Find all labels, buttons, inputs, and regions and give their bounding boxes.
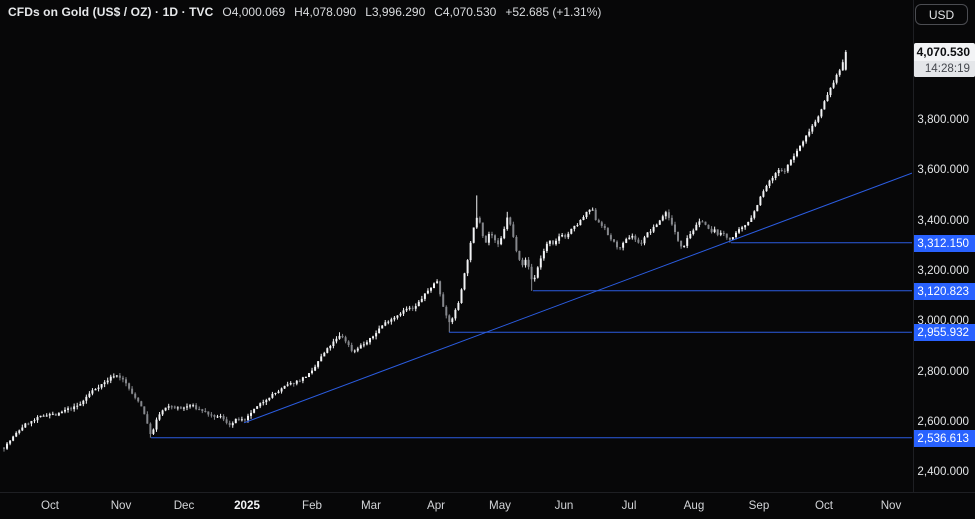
time-axis-label: Oct [40, 499, 60, 512]
time-axis-label: Dec [173, 499, 195, 512]
time-axis-label: Nov [880, 499, 902, 512]
price-level-label: 3,120.823 [914, 283, 975, 300]
time-axis-label: Oct [814, 499, 834, 512]
price-tick-label: 3,600.000 [917, 163, 969, 176]
currency-unit-button[interactable]: USD [915, 4, 968, 25]
last-price-label: 4,070.530 14:28:19 [914, 43, 975, 77]
price-tick-label: 3,800.000 [917, 113, 969, 126]
time-axis-label: Jun [554, 499, 574, 512]
last-price-value: 4,070.530 [916, 45, 970, 59]
time-axis-label: Jul [621, 499, 637, 512]
time-axis-label: Sep [748, 499, 770, 512]
price-level-label: 2,955.932 [914, 324, 975, 341]
price-tick-label: 3,000.000 [917, 314, 969, 327]
price-tick-label: 2,600.000 [917, 415, 969, 428]
time-axis-label: May [489, 499, 511, 512]
chart-legend: CFDs on Gold (US$ / OZ) · 1D · TVC O4,00… [8, 5, 601, 19]
ohlc-open: O4,000.069 [222, 5, 286, 19]
trendline [243, 172, 912, 424]
price-tick-label: 2,800.000 [917, 365, 969, 378]
time-axis-label: Mar [361, 499, 381, 512]
ohlc-low: L3,996.290 [365, 5, 426, 19]
price-level-label: 3,312.150 [914, 235, 975, 252]
ohlc-close: C4,070.530 [434, 5, 497, 19]
ohlc-high: H4,078.090 [294, 5, 357, 19]
time-axis[interactable]: Oct Nov Dec 2025 Feb Mar Apr May Jun Jul Aug Sep Oct… [0, 492, 975, 519]
price-tick-label: 3,400.000 [917, 214, 969, 227]
time-axis-label: Aug [683, 499, 705, 512]
candlestick-chart[interactable] [0, 0, 912, 492]
price-axis[interactable]: 4,070.530 14:28:19 3,800.000 3,600.000 3,4… [913, 0, 975, 492]
time-axis-label: Nov [110, 499, 132, 512]
time-axis-label: 2025 [234, 499, 260, 512]
time-axis-label: Feb [302, 499, 322, 512]
price-level-label: 2,536.613 [914, 430, 975, 447]
ohlc-change: +52.685 (+1.31%) [505, 5, 602, 19]
candles [3, 50, 847, 452]
symbol-title[interactable]: CFDs on Gold (US$ / OZ) · 1D · TVC [8, 5, 214, 19]
time-axis-label: Apr [426, 499, 446, 512]
price-tick-label: 3,200.000 [917, 264, 969, 277]
price-tick-label: 2,400.000 [917, 465, 969, 478]
bar-countdown-timer: 14:28:19 [914, 61, 975, 77]
